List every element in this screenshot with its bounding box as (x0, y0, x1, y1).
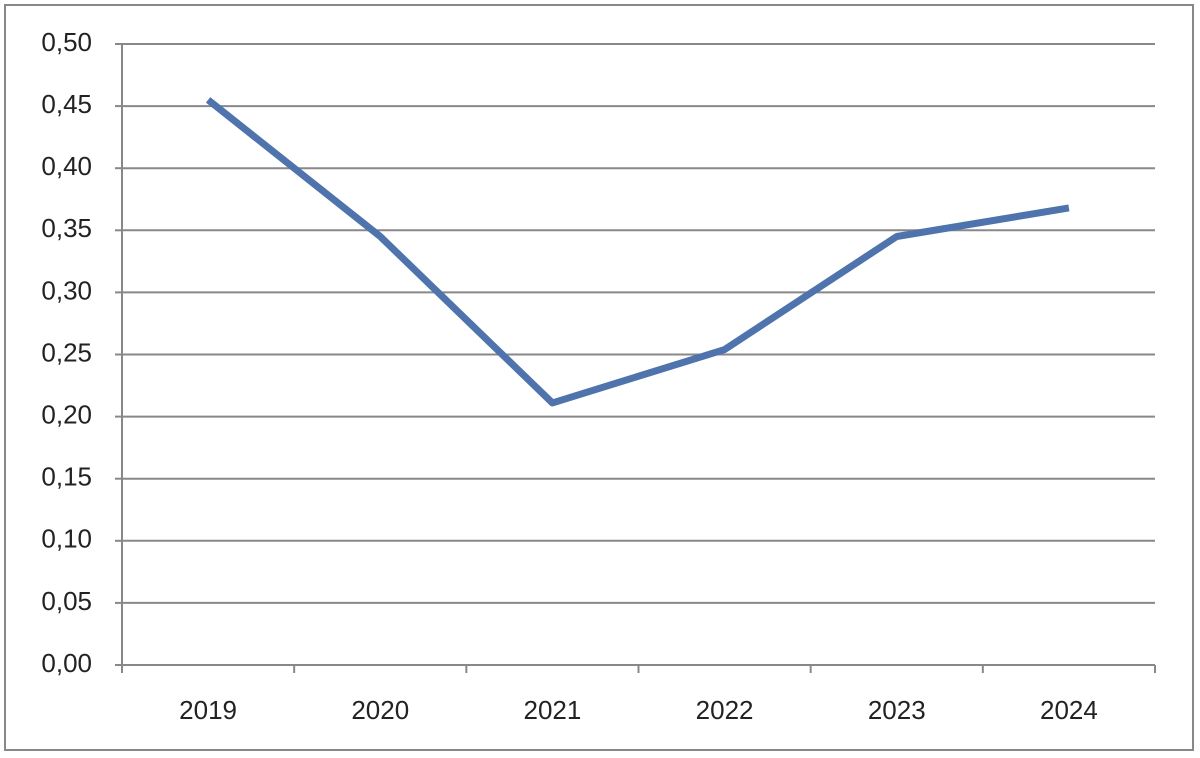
y-tick-label: 0,30 (41, 275, 92, 305)
x-tick-label: 2023 (868, 695, 926, 725)
x-tick-label: 2019 (179, 695, 237, 725)
y-tick-label: 0,00 (41, 648, 92, 678)
x-tick-label: 2022 (696, 695, 754, 725)
y-tick-label: 0,15 (41, 462, 92, 492)
x-tick-label: 2024 (1040, 695, 1098, 725)
x-tick-label: 2020 (351, 695, 409, 725)
chart-border (4, 4, 1194, 751)
y-tick-label: 0,20 (41, 399, 92, 429)
y-tick-label: 0,35 (41, 213, 92, 243)
x-tick-label: 2021 (523, 695, 581, 725)
y-tick-label: 0,10 (41, 524, 92, 554)
y-tick-label: 0,40 (41, 151, 92, 181)
y-tick-label: 0,50 (41, 27, 92, 57)
data-line (205, 97, 1070, 407)
y-tick-label: 0,45 (41, 89, 92, 119)
y-tick-label: 0,25 (41, 337, 92, 367)
y-tick-label: 0,05 (41, 586, 92, 616)
